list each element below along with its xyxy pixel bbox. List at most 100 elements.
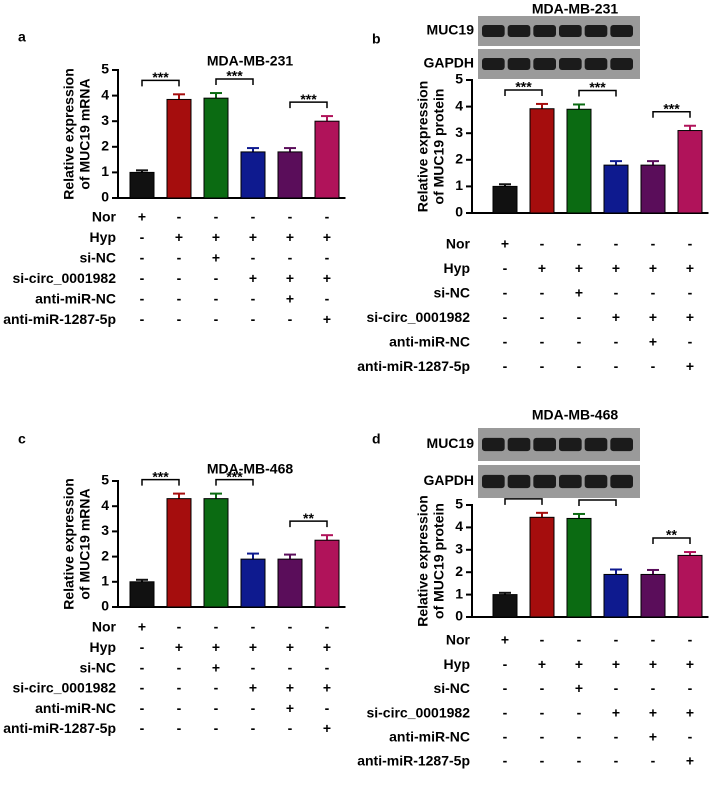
condition-sign: - bbox=[614, 632, 619, 648]
condition-sign: + bbox=[212, 659, 220, 675]
condition-label: si-NC bbox=[433, 680, 470, 696]
condition-sign: - bbox=[540, 309, 545, 325]
condition-sign: - bbox=[540, 236, 545, 252]
panel-letter: b bbox=[372, 31, 381, 47]
condition-sign: + bbox=[138, 209, 146, 225]
y-axis-label: Relative expression bbox=[415, 81, 431, 213]
condition-sign: + bbox=[649, 309, 657, 325]
condition-sign: - bbox=[503, 260, 508, 276]
condition-sign: + bbox=[212, 639, 220, 655]
blot-label: GAPDH bbox=[423, 472, 474, 488]
condition-sign: - bbox=[214, 209, 219, 225]
condition-sign: - bbox=[503, 656, 508, 672]
condition-sign: - bbox=[540, 285, 545, 301]
condition-sign: - bbox=[177, 209, 182, 225]
blot-band bbox=[482, 58, 505, 70]
condition-sign: - bbox=[251, 619, 256, 635]
chart-title: MDA-MB-231 bbox=[532, 1, 619, 17]
blot-band bbox=[533, 25, 556, 37]
bar bbox=[492, 594, 518, 618]
condition-sign: - bbox=[177, 680, 182, 696]
bar bbox=[129, 581, 155, 608]
bar bbox=[240, 151, 266, 199]
condition-sign: - bbox=[503, 729, 508, 745]
significance-bracket bbox=[215, 78, 254, 86]
condition-sign: - bbox=[177, 720, 182, 736]
condition-sign: - bbox=[140, 659, 145, 675]
blot-band bbox=[559, 474, 582, 489]
condition-sign: + bbox=[649, 704, 657, 720]
significance-bracket bbox=[215, 478, 254, 486]
condition-sign: - bbox=[614, 285, 619, 301]
condition-sign: - bbox=[688, 236, 693, 252]
blot-label: MUC19 bbox=[427, 435, 475, 451]
panel-letter: c bbox=[18, 431, 26, 447]
significance-label: *** bbox=[515, 79, 532, 95]
condition-sign: - bbox=[177, 700, 182, 716]
blot-band bbox=[610, 474, 633, 489]
y-tick-label: 4 bbox=[101, 86, 109, 102]
blot-band bbox=[533, 58, 556, 70]
condition-sign: - bbox=[577, 309, 582, 325]
condition-sign: - bbox=[214, 291, 219, 307]
condition-sign: - bbox=[688, 285, 693, 301]
condition-sign: - bbox=[614, 729, 619, 745]
condition-sign: + bbox=[286, 639, 294, 655]
condition-label: si-NC bbox=[79, 250, 116, 266]
y-tick-label: 3 bbox=[455, 541, 463, 557]
bar bbox=[566, 108, 592, 214]
blot-band bbox=[584, 437, 608, 452]
significance-bracket bbox=[504, 89, 543, 96]
condition-sign: + bbox=[501, 632, 509, 648]
y-tick-label: 5 bbox=[101, 472, 109, 488]
condition-sign: + bbox=[323, 720, 331, 736]
blot-band bbox=[533, 474, 556, 489]
condition-sign: - bbox=[540, 334, 545, 350]
condition-label: si-circ_0001982 bbox=[366, 309, 470, 325]
y-tick-label: 0 bbox=[455, 608, 463, 624]
condition-label: Hyp bbox=[444, 260, 470, 276]
chart-title: MDA-MB-231 bbox=[207, 53, 294, 69]
significance-bracket bbox=[289, 101, 328, 109]
condition-sign: - bbox=[540, 729, 545, 745]
condition-sign: + bbox=[686, 753, 694, 769]
condition-label: si-NC bbox=[433, 285, 470, 301]
condition-sign: + bbox=[323, 639, 331, 655]
y-axis-label: of MUC19 protein bbox=[431, 503, 447, 619]
condition-sign: - bbox=[140, 700, 145, 716]
chart-title: MDA-MB-468 bbox=[532, 407, 619, 423]
blot-band bbox=[507, 437, 531, 452]
condition-sign: - bbox=[503, 334, 508, 350]
condition-sign: + bbox=[612, 656, 620, 672]
condition-sign: - bbox=[688, 632, 693, 648]
y-tick-label: 4 bbox=[455, 518, 463, 534]
condition-sign: - bbox=[577, 632, 582, 648]
condition-sign: + bbox=[323, 680, 331, 696]
condition-sign: + bbox=[286, 270, 294, 286]
condition-sign: + bbox=[323, 311, 331, 327]
condition-sign: - bbox=[614, 753, 619, 769]
blot-band bbox=[533, 437, 556, 452]
y-tick-label: 3 bbox=[101, 522, 109, 538]
condition-sign: - bbox=[651, 753, 656, 769]
y-tick-label: 0 bbox=[455, 204, 463, 220]
blot-band bbox=[482, 437, 505, 452]
bar bbox=[640, 573, 666, 618]
condition-label: si-NC bbox=[79, 659, 116, 675]
condition-label: anti-miR-NC bbox=[35, 291, 116, 307]
condition-sign: - bbox=[140, 680, 145, 696]
condition-sign: - bbox=[503, 285, 508, 301]
blot-band bbox=[507, 58, 531, 70]
significance-label: *** bbox=[300, 91, 317, 107]
blot-band bbox=[610, 58, 633, 70]
condition-sign: - bbox=[577, 236, 582, 252]
y-tick-label: 2 bbox=[101, 138, 109, 154]
significance-bracket bbox=[652, 111, 691, 118]
y-tick-label: 5 bbox=[455, 496, 463, 512]
condition-sign: - bbox=[577, 334, 582, 350]
condition-sign: + bbox=[138, 619, 146, 635]
condition-sign: - bbox=[214, 720, 219, 736]
condition-sign: - bbox=[325, 209, 330, 225]
condition-label: anti-miR-NC bbox=[389, 729, 470, 745]
